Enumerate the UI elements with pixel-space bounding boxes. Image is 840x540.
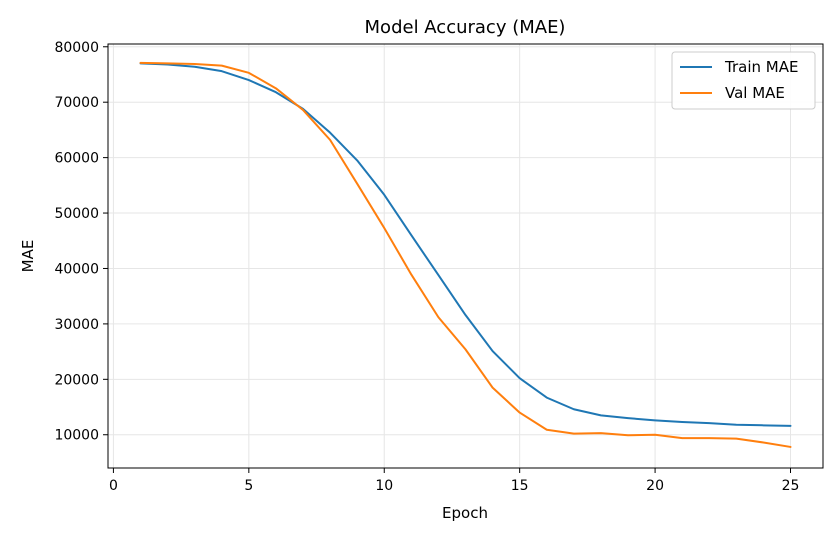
x-tick-label: 0 bbox=[109, 478, 118, 494]
x-tick-label: 20 bbox=[646, 478, 664, 494]
grid bbox=[108, 44, 823, 468]
y-tick-label: 20000 bbox=[54, 372, 99, 388]
series-line-train-mae bbox=[139, 62, 792, 427]
series-lines bbox=[139, 61, 792, 448]
y-axis-title: MAE bbox=[19, 240, 37, 273]
x-tick-label: 15 bbox=[511, 478, 529, 494]
y-tick-label: 80000 bbox=[54, 40, 99, 56]
x-tick-label: 10 bbox=[375, 478, 393, 494]
y-tick-label: 30000 bbox=[54, 317, 99, 333]
chart-title: Model Accuracy (MAE) bbox=[365, 17, 566, 38]
y-tick-label: 60000 bbox=[54, 151, 99, 167]
y-tick-label: 50000 bbox=[54, 206, 99, 222]
x-axis-title: Epoch bbox=[442, 504, 488, 522]
legend-label-val-mae: Val MAE bbox=[725, 84, 785, 102]
y-tick-label: 70000 bbox=[54, 95, 99, 111]
series-line-val-mae bbox=[139, 61, 792, 448]
legend: Train MAE Val MAE bbox=[671, 51, 816, 110]
y-tick-label: 10000 bbox=[54, 428, 99, 444]
legend-label-train-mae: Train MAE bbox=[724, 58, 798, 76]
y-tick-label: 40000 bbox=[54, 261, 99, 277]
x-tick-label: 5 bbox=[244, 478, 253, 494]
axis-ticks: 0 5 10 15 20 25 10000 20000 30000 40000 50000 60000… bbox=[54, 40, 799, 494]
plot-frame bbox=[107, 43, 824, 469]
x-tick-label: 25 bbox=[782, 478, 800, 494]
